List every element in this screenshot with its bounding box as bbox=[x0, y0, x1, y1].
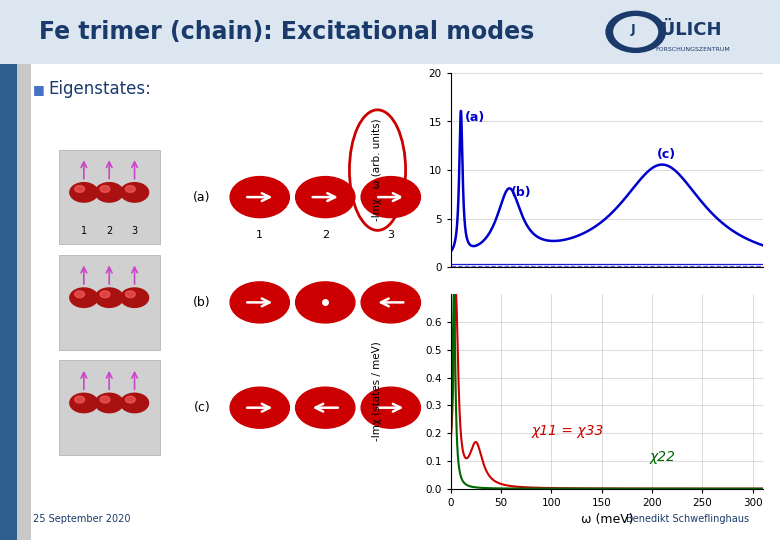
Circle shape bbox=[70, 393, 98, 413]
Circle shape bbox=[75, 291, 84, 298]
Circle shape bbox=[296, 387, 355, 428]
Text: (a): (a) bbox=[465, 111, 485, 125]
Text: 2: 2 bbox=[106, 226, 112, 237]
Text: FORSCHUNGSZENTRUM: FORSCHUNGSZENTRUM bbox=[655, 47, 730, 52]
Circle shape bbox=[361, 177, 420, 218]
Bar bbox=[0, 64, 17, 540]
Y-axis label: -Imχ (states / meV): -Imχ (states / meV) bbox=[372, 342, 382, 441]
Text: Fe trimer (chain): Excitational modes: Fe trimer (chain): Excitational modes bbox=[39, 20, 534, 44]
Circle shape bbox=[126, 186, 135, 192]
Text: χ11 = χ33: χ11 = χ33 bbox=[531, 423, 604, 437]
Circle shape bbox=[70, 183, 98, 202]
Text: (b): (b) bbox=[193, 296, 211, 309]
X-axis label: ω (meV): ω (meV) bbox=[580, 514, 633, 526]
Circle shape bbox=[100, 291, 110, 298]
Circle shape bbox=[95, 183, 123, 202]
Text: Benedikt Schweflinghaus: Benedikt Schweflinghaus bbox=[626, 514, 749, 524]
Text: Eigenstates:: Eigenstates: bbox=[48, 80, 151, 98]
Text: J: J bbox=[631, 23, 636, 36]
Text: 1: 1 bbox=[81, 226, 87, 237]
Circle shape bbox=[230, 282, 289, 323]
FancyBboxPatch shape bbox=[58, 150, 160, 244]
Circle shape bbox=[120, 183, 148, 202]
Circle shape bbox=[120, 288, 148, 307]
Text: (a): (a) bbox=[193, 191, 211, 204]
Circle shape bbox=[296, 177, 355, 218]
FancyBboxPatch shape bbox=[58, 255, 160, 350]
Bar bbox=[0, 0, 780, 64]
Text: ■: ■ bbox=[33, 83, 44, 96]
Circle shape bbox=[95, 288, 123, 307]
Text: (b): (b) bbox=[511, 186, 532, 199]
Circle shape bbox=[75, 186, 84, 192]
Circle shape bbox=[230, 387, 289, 428]
Circle shape bbox=[614, 17, 658, 47]
Text: 1: 1 bbox=[257, 230, 263, 240]
Y-axis label: -Imχ · ω (arb. units): -Imχ · ω (arb. units) bbox=[372, 119, 382, 221]
Circle shape bbox=[606, 11, 665, 52]
Bar bbox=[17, 64, 31, 540]
Circle shape bbox=[120, 393, 148, 413]
Text: JÜLICH: JÜLICH bbox=[655, 18, 723, 39]
Circle shape bbox=[100, 186, 110, 192]
Circle shape bbox=[95, 393, 123, 413]
Text: (c): (c) bbox=[658, 148, 676, 161]
Circle shape bbox=[100, 396, 110, 403]
Text: 25 September 2020: 25 September 2020 bbox=[33, 514, 130, 524]
Circle shape bbox=[126, 396, 135, 403]
Circle shape bbox=[126, 291, 135, 298]
Text: 3: 3 bbox=[132, 226, 137, 237]
Text: 3: 3 bbox=[388, 230, 394, 240]
Circle shape bbox=[361, 387, 420, 428]
Circle shape bbox=[70, 288, 98, 307]
Text: (c): (c) bbox=[194, 401, 211, 414]
Text: 2: 2 bbox=[321, 230, 329, 240]
Circle shape bbox=[75, 396, 84, 403]
FancyBboxPatch shape bbox=[58, 361, 160, 455]
Text: χ22: χ22 bbox=[650, 450, 676, 464]
Circle shape bbox=[296, 282, 355, 323]
Circle shape bbox=[230, 177, 289, 218]
Circle shape bbox=[361, 282, 420, 323]
